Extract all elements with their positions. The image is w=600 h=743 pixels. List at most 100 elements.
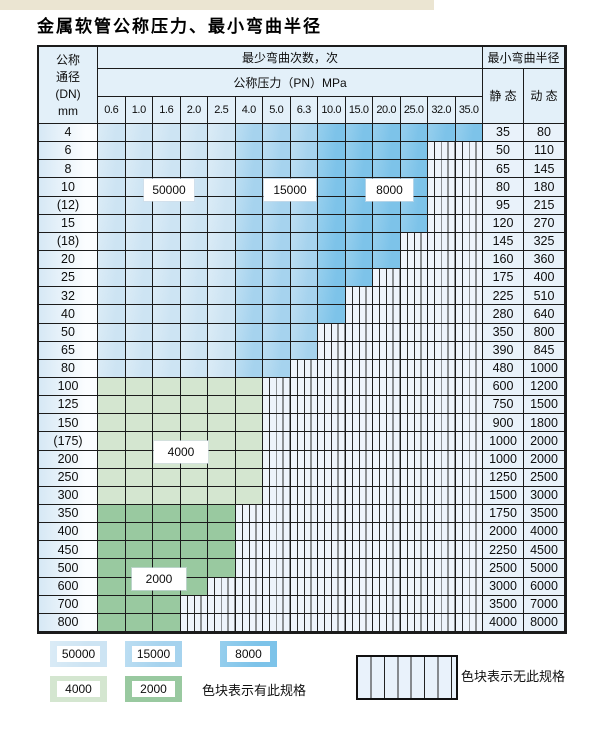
static-cell: 2500 [483, 559, 524, 578]
spec-cell [373, 305, 401, 324]
spec-cell [263, 595, 291, 614]
dn-cell: 40 [39, 305, 98, 324]
spec-cell [235, 559, 263, 578]
spec-cell [125, 124, 153, 143]
spec-cell [208, 323, 236, 342]
spec-cell [180, 160, 208, 179]
spec-cell [318, 595, 346, 614]
spec-cell [235, 396, 263, 415]
dynamic-cell: 6000 [524, 577, 565, 596]
dynamic-cell: 3000 [524, 486, 565, 505]
spec-cell [235, 323, 263, 342]
spec-cell [428, 450, 456, 469]
spec-cell [455, 486, 483, 505]
dn-header-line: mm [58, 103, 78, 118]
spec-cell [290, 359, 318, 378]
spec-cell [208, 124, 236, 143]
spec-cell [235, 523, 263, 542]
spec-cell [455, 269, 483, 288]
spec-cell [373, 559, 401, 578]
spec-cell [125, 595, 153, 614]
spec-cell [208, 250, 236, 270]
dynamic-cell: 180 [524, 178, 565, 197]
dn-cell: 50 [39, 323, 98, 342]
spec-cell [345, 359, 373, 378]
spec-cell [318, 613, 346, 632]
dynamic-cell: 270 [524, 214, 565, 233]
spec-cell [428, 486, 456, 505]
dn-cell: (12) [39, 196, 98, 215]
spec-cell [263, 468, 291, 487]
dynamic-cell: 400 [524, 269, 565, 288]
dynamic-cell: 510 [524, 287, 565, 306]
spec-cell [263, 250, 291, 270]
spec-cell [153, 541, 181, 560]
spec-cell [428, 613, 456, 632]
spec-cell [345, 450, 373, 469]
spec-cell [263, 377, 291, 397]
spec-cell [125, 287, 153, 306]
spec-cell [263, 305, 291, 324]
spec-cell [208, 377, 236, 397]
spec-cell [180, 341, 208, 360]
spec-cell [208, 178, 236, 197]
spec-cell [318, 359, 346, 378]
spec-cell [180, 559, 208, 578]
spec-cell [455, 142, 483, 161]
spec-cell [153, 595, 181, 614]
dn-cell: 25 [39, 269, 98, 288]
spec-cell [290, 595, 318, 614]
spec-cell [345, 595, 373, 614]
spec-cell [153, 160, 181, 179]
spec-cell [345, 269, 373, 288]
spec-cell [345, 232, 373, 251]
spec-cell [235, 359, 263, 378]
spec-cell [373, 432, 401, 451]
spec-cell [125, 269, 153, 288]
spec-cell [373, 468, 401, 487]
legend-swatch-label: 2000 [132, 681, 175, 697]
spec-cell [400, 468, 428, 487]
spec-cell [125, 359, 153, 378]
legend-swatch-4000: 4000 [50, 676, 107, 702]
cycle-label-50000: 50000 [144, 179, 194, 201]
spec-cell [373, 450, 401, 469]
dn-cell: 800 [39, 613, 98, 632]
dn-cell: 100 [39, 377, 98, 397]
spec-cell [373, 577, 401, 596]
spec-cell [373, 124, 401, 143]
spec-cell [428, 196, 456, 215]
spec-cell [98, 523, 126, 542]
spec-cell [235, 377, 263, 397]
spec-cell [180, 250, 208, 270]
static-cell: 350 [483, 323, 524, 342]
spec-cell [208, 341, 236, 360]
spec-cell [373, 504, 401, 524]
spec-cell [455, 450, 483, 469]
spec-cell [235, 305, 263, 324]
spec-cell [318, 196, 346, 215]
spec-cell [180, 214, 208, 233]
spec-cell [345, 377, 373, 397]
spec-cell [98, 160, 126, 179]
spec-cell [318, 523, 346, 542]
dn-cell: 250 [39, 468, 98, 487]
static-cell: 2000 [483, 523, 524, 542]
spec-cell [400, 269, 428, 288]
spec-cell [428, 160, 456, 179]
spec-cell [153, 414, 181, 433]
radius-title-cell: 最小弯曲半径 [483, 47, 565, 69]
spec-cell [98, 432, 126, 451]
spec-cell [235, 414, 263, 433]
dynamic-cell: 800 [524, 323, 565, 342]
spec-cell [180, 504, 208, 524]
spec-cell [345, 124, 373, 143]
spec-cell [400, 541, 428, 560]
spec-cell [455, 414, 483, 433]
spec-cell [373, 341, 401, 360]
pressure-col-header: 2.5 [208, 97, 236, 124]
spec-cell [345, 142, 373, 161]
spec-cell [208, 305, 236, 324]
spec-cell [428, 214, 456, 233]
